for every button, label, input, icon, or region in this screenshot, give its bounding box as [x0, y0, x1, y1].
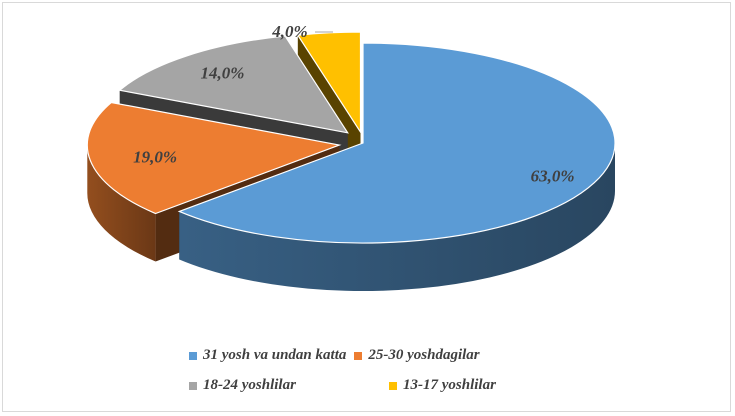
chart-frame: 63,0% 19,0% 14,0% 4,0% 31 yosh va undan kat…: [2, 2, 731, 412]
slice-side-wall-1: [87, 145, 156, 262]
slice-side-wall-0: [179, 143, 615, 291]
legend-swatch: [389, 381, 397, 390]
data-label: 4,0%: [271, 22, 307, 41]
legend-swatch: [354, 351, 363, 360]
data-label: 63,0%: [531, 167, 575, 186]
legend-swatch: [189, 381, 197, 390]
legend-label: 13-17 yoshlilar: [403, 377, 496, 393]
legend-item-25-30: 25-30 yoshdagilar: [354, 347, 480, 364]
legend: 31 yosh va undan katta 25-30 yoshdagilar…: [3, 337, 732, 407]
legend-row-2: 18-24 yoshlilar 13-17 yoshlilar: [189, 377, 504, 394]
legend-item-18-24: 18-24 yoshlilar: [189, 377, 381, 394]
data-label: 19,0%: [133, 148, 177, 167]
slice-top-1: [86, 101, 342, 215]
slice-top-3: [296, 31, 362, 135]
data-label: 14,0%: [200, 64, 244, 83]
pie-chart: 63,0% 19,0% 14,0% 4,0%: [86, 22, 616, 291]
legend-row-1: 31 yosh va undan katta 25-30 yoshdagilar: [189, 347, 488, 364]
legend-label: 31 yosh va undan katta: [203, 347, 347, 363]
legend-swatch: [189, 351, 197, 360]
slice-top-2: [118, 35, 349, 134]
legend-item-31-plus: 31 yosh va undan katta: [189, 347, 346, 364]
legend-item-13-17: 13-17 yoshlilar: [389, 377, 496, 394]
legend-label: 18-24 yoshlilar: [203, 377, 296, 393]
legend-label: 25-30 yoshdagilar: [368, 347, 480, 363]
slice-top-0: [177, 42, 616, 244]
